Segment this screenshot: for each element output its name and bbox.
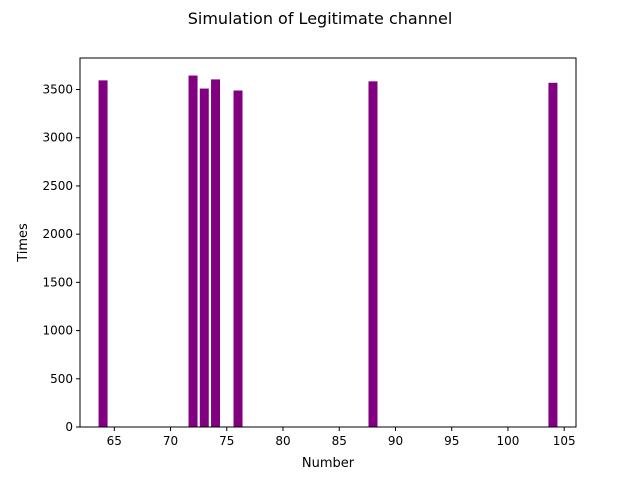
y-axis-ticks: 0 500 1000 1500 2000 2500 3000 3500 (42, 83, 80, 434)
x-tick-label: 90 (388, 434, 403, 448)
x-axis-label: Number (302, 456, 355, 471)
bar-73 (199, 88, 209, 427)
bar-72 (188, 75, 198, 428)
y-tick-label: 1000 (42, 324, 73, 338)
bar-64 (98, 80, 108, 428)
y-axis-label: Times (16, 223, 31, 263)
chart-title: Simulation of Legitimate channel (188, 9, 453, 28)
y-tick-label: 0 (65, 420, 73, 434)
y-tick-label: 3500 (42, 83, 73, 97)
x-tick-label: 95 (444, 434, 459, 448)
x-tick-label: 85 (332, 434, 347, 448)
x-tick-label: 100 (497, 434, 520, 448)
y-tick-label: 500 (50, 372, 73, 386)
x-tick-label: 75 (219, 434, 234, 448)
y-tick-label: 3000 (42, 131, 73, 145)
bar-104 (548, 82, 558, 427)
x-tick-label: 70 (163, 434, 178, 448)
x-tick-label: 80 (275, 434, 290, 448)
bars-group (98, 75, 558, 428)
y-tick-label: 2000 (42, 227, 73, 241)
bar-88 (368, 81, 378, 427)
x-axis-ticks: 65 70 75 80 85 90 95 100 105 (107, 427, 576, 448)
plot-frame (79, 57, 577, 428)
y-tick-label: 1500 (42, 275, 73, 289)
bar-76 (233, 90, 243, 428)
y-tick-label: 2500 (42, 179, 73, 193)
x-tick-label: 65 (107, 434, 122, 448)
x-tick-label: 105 (553, 434, 576, 448)
bar-74 (211, 79, 221, 427)
